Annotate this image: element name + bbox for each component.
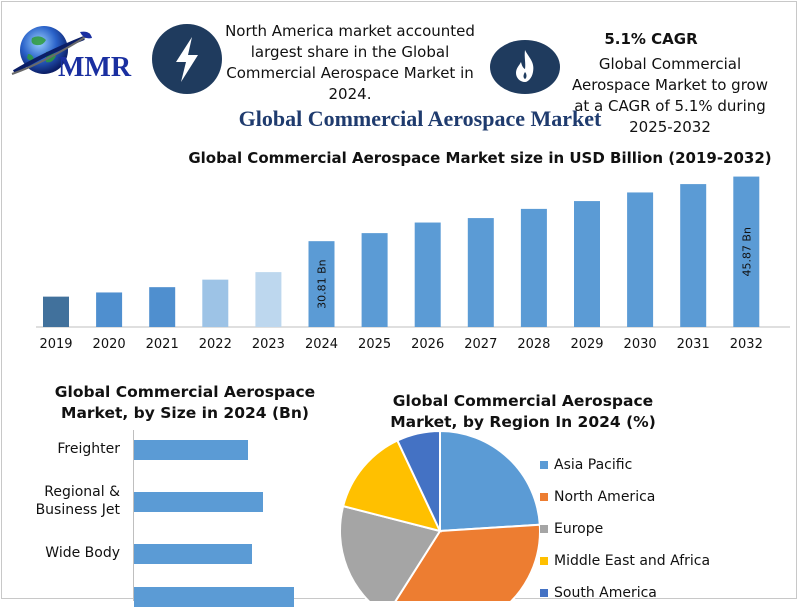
legend-label: South America xyxy=(554,585,657,601)
pie-chart-title: Global Commercial Aerospace Market, by R… xyxy=(390,392,656,431)
hbar-wide-body xyxy=(134,544,252,564)
bar-2020 xyxy=(96,292,123,327)
bar-2028 xyxy=(520,208,547,327)
bar-2023 xyxy=(255,272,282,327)
pie-slice-europe xyxy=(339,504,442,601)
hbar-category-label: Regional & Business Jet xyxy=(35,484,120,518)
bar-2026 xyxy=(414,222,441,327)
legend-item: Europe xyxy=(540,519,603,539)
x-tick-label: 2026 xyxy=(411,337,444,352)
legend-item: North America xyxy=(540,487,655,507)
bar-data-label: 30.81 Bn xyxy=(316,259,329,309)
flame-icon xyxy=(490,40,560,94)
x-tick-label: 2021 xyxy=(146,337,179,352)
x-tick-label: 2032 xyxy=(730,337,763,352)
cagr-note: Global Commercial Aerospace Market to gr… xyxy=(572,55,768,136)
cagr-title: 5.1% CAGR xyxy=(604,30,698,48)
legend-label: North America xyxy=(554,489,656,505)
main-title: Global Commercial Aerospace Market xyxy=(238,106,602,131)
hbar-chart-title: Global Commercial Aerospace Market, by S… xyxy=(54,383,316,422)
bar-2019 xyxy=(43,296,69,327)
pie-slice-north-america xyxy=(394,523,541,601)
hbar-category-label: Wide Body xyxy=(45,545,120,561)
bar-chart-title: Global Commercial Aerospace Market size … xyxy=(188,149,772,167)
bar-2025 xyxy=(361,233,388,327)
bar-2022 xyxy=(202,279,229,327)
bar-2032 xyxy=(733,176,760,327)
mmr-logo: MMR xyxy=(10,22,150,84)
legend-label: Middle East and Africa xyxy=(554,553,711,569)
hbar-category-label: Freighter xyxy=(57,441,120,457)
legend-swatch xyxy=(540,493,548,501)
legend-label: Asia Pacific xyxy=(554,457,633,473)
x-tick-label: 2022 xyxy=(199,337,232,352)
bar-2031 xyxy=(680,184,707,327)
legend-swatch xyxy=(540,461,548,469)
hbar-freighter xyxy=(134,440,248,460)
region-pie-chart xyxy=(339,429,541,601)
x-tick-label: 2023 xyxy=(252,337,285,352)
hbar-axis-line xyxy=(133,430,134,601)
legend-item: Middle East and Africa xyxy=(540,551,710,571)
pie-slice-middle-east-and-africa xyxy=(341,439,442,533)
globe-icon xyxy=(11,26,92,75)
x-tick-label: 2031 xyxy=(677,337,710,352)
x-tick-label: 2028 xyxy=(517,337,550,352)
logo-text: MMR xyxy=(58,52,132,83)
pie-slice-south-america xyxy=(396,429,441,532)
x-tick-label: 2025 xyxy=(358,337,391,352)
north-america-note: North America market accounted largest s… xyxy=(225,22,475,103)
x-tick-label: 2024 xyxy=(305,337,338,352)
bar-2029 xyxy=(574,201,600,327)
legend-swatch xyxy=(540,557,548,565)
legend-item: Asia Pacific xyxy=(540,455,632,475)
legend-swatch xyxy=(540,525,548,533)
x-tick-label: 2029 xyxy=(570,337,603,352)
hbar-regional-business-jet xyxy=(134,492,264,512)
x-tick-label: 2030 xyxy=(624,337,657,352)
bar-2030 xyxy=(627,192,654,327)
hbar-narrow-body xyxy=(134,587,294,607)
market-size-bar-chart: 2019 2020 2021 2022 2023 2024 2025 2026 2027 2028… xyxy=(36,176,790,352)
x-tick-label: 2027 xyxy=(464,337,497,352)
legend-item: South America xyxy=(540,583,657,603)
bar-2021 xyxy=(149,287,176,327)
lightning-icon xyxy=(152,24,222,94)
bar-2027 xyxy=(467,218,494,327)
bar-2024 xyxy=(308,241,335,327)
pie-legend: Asia Pacific North America Europe Middle Ea… xyxy=(540,455,760,601)
bar-data-label: 45.87 Bn xyxy=(740,227,753,277)
pie-slice-asia-pacific xyxy=(439,429,541,533)
x-tick-label: 2020 xyxy=(93,337,126,352)
x-tick-label: 2019 xyxy=(39,337,72,352)
size-hbar-chart: Freighter Regional & Business Jet Wide Body xyxy=(0,430,330,607)
legend-label: Europe xyxy=(554,521,604,537)
legend-swatch xyxy=(540,589,548,597)
